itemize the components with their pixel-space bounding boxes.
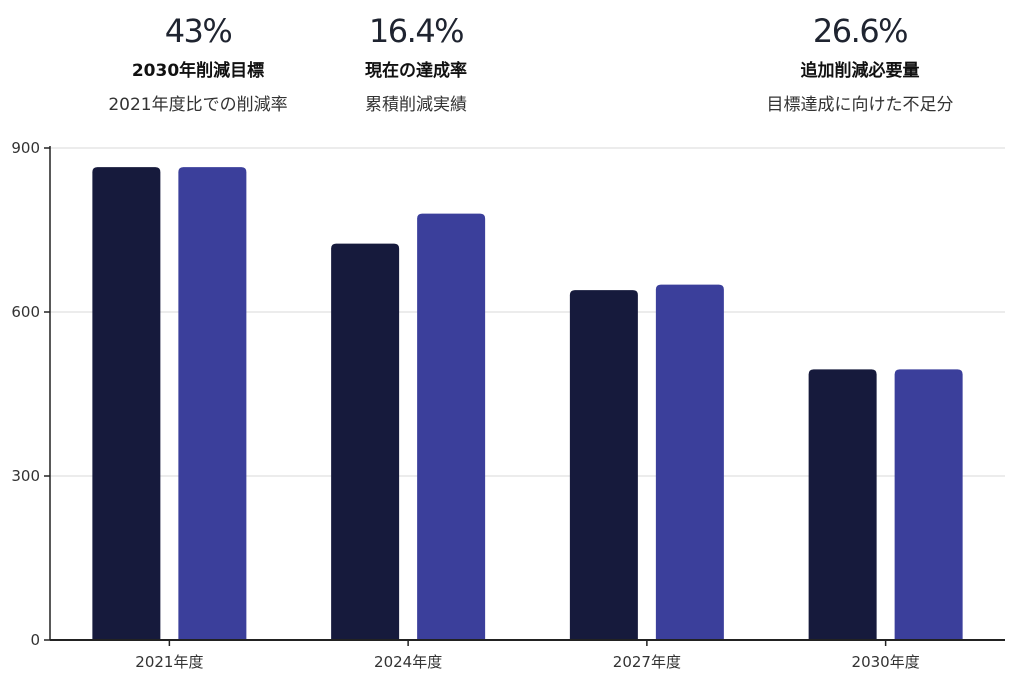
kpi-title: 現在の達成率 <box>365 61 467 81</box>
kpi-title: 2030年削減目標 <box>131 61 265 81</box>
y-tick-label: 0 <box>30 631 40 649</box>
kpi-value: 26.6% <box>812 12 909 50</box>
kpi-subtitle: 目標達成に向けた不足分 <box>766 95 954 115</box>
bar-series-1-4 <box>808 369 877 640</box>
kpi-title: 追加削減必要量 <box>800 61 920 81</box>
y-tick-label: 300 <box>11 467 40 485</box>
kpi-additional-reduction: 26.6% 追加削減必要量 目標達成に向けた不足分 <box>730 8 990 118</box>
kpi-current-achievement: 16.4% 現在の達成率 累積削減実績 <box>286 8 546 118</box>
kpi-value: 43% <box>164 12 233 50</box>
bar-series-2-1 <box>178 167 247 640</box>
kpi-reduction-target: 43% 2030年削減目標 2021年度比での削減率 <box>68 8 328 118</box>
bar-series-2-3 <box>655 284 724 640</box>
bar-series-1-2 <box>331 243 400 640</box>
kpi-subtitle: 2021年度比での削減率 <box>108 95 288 115</box>
kpi-subtitle: 累積削減実績 <box>365 95 467 115</box>
x-tick-label: 2030年度 <box>852 653 920 671</box>
bar-series-1-3 <box>569 290 638 640</box>
kpi-value: 16.4% <box>368 12 465 50</box>
bars <box>92 167 963 640</box>
axes <box>44 146 1005 646</box>
bar-series-1-1 <box>92 167 161 640</box>
x-tick-label: 2021年度 <box>135 653 203 671</box>
x-tick-label: 2024年度 <box>374 653 442 671</box>
y-tick-label: 600 <box>11 303 40 321</box>
bar-series-2-2 <box>417 213 486 640</box>
x-tick-label: 2027年度 <box>613 653 681 671</box>
tick-labels: 0 300 600 900 2021年度 2024年度 2027年度 2030年度 <box>11 139 919 671</box>
y-tick-label: 900 <box>11 139 40 157</box>
bar-series-2-4 <box>894 369 963 640</box>
